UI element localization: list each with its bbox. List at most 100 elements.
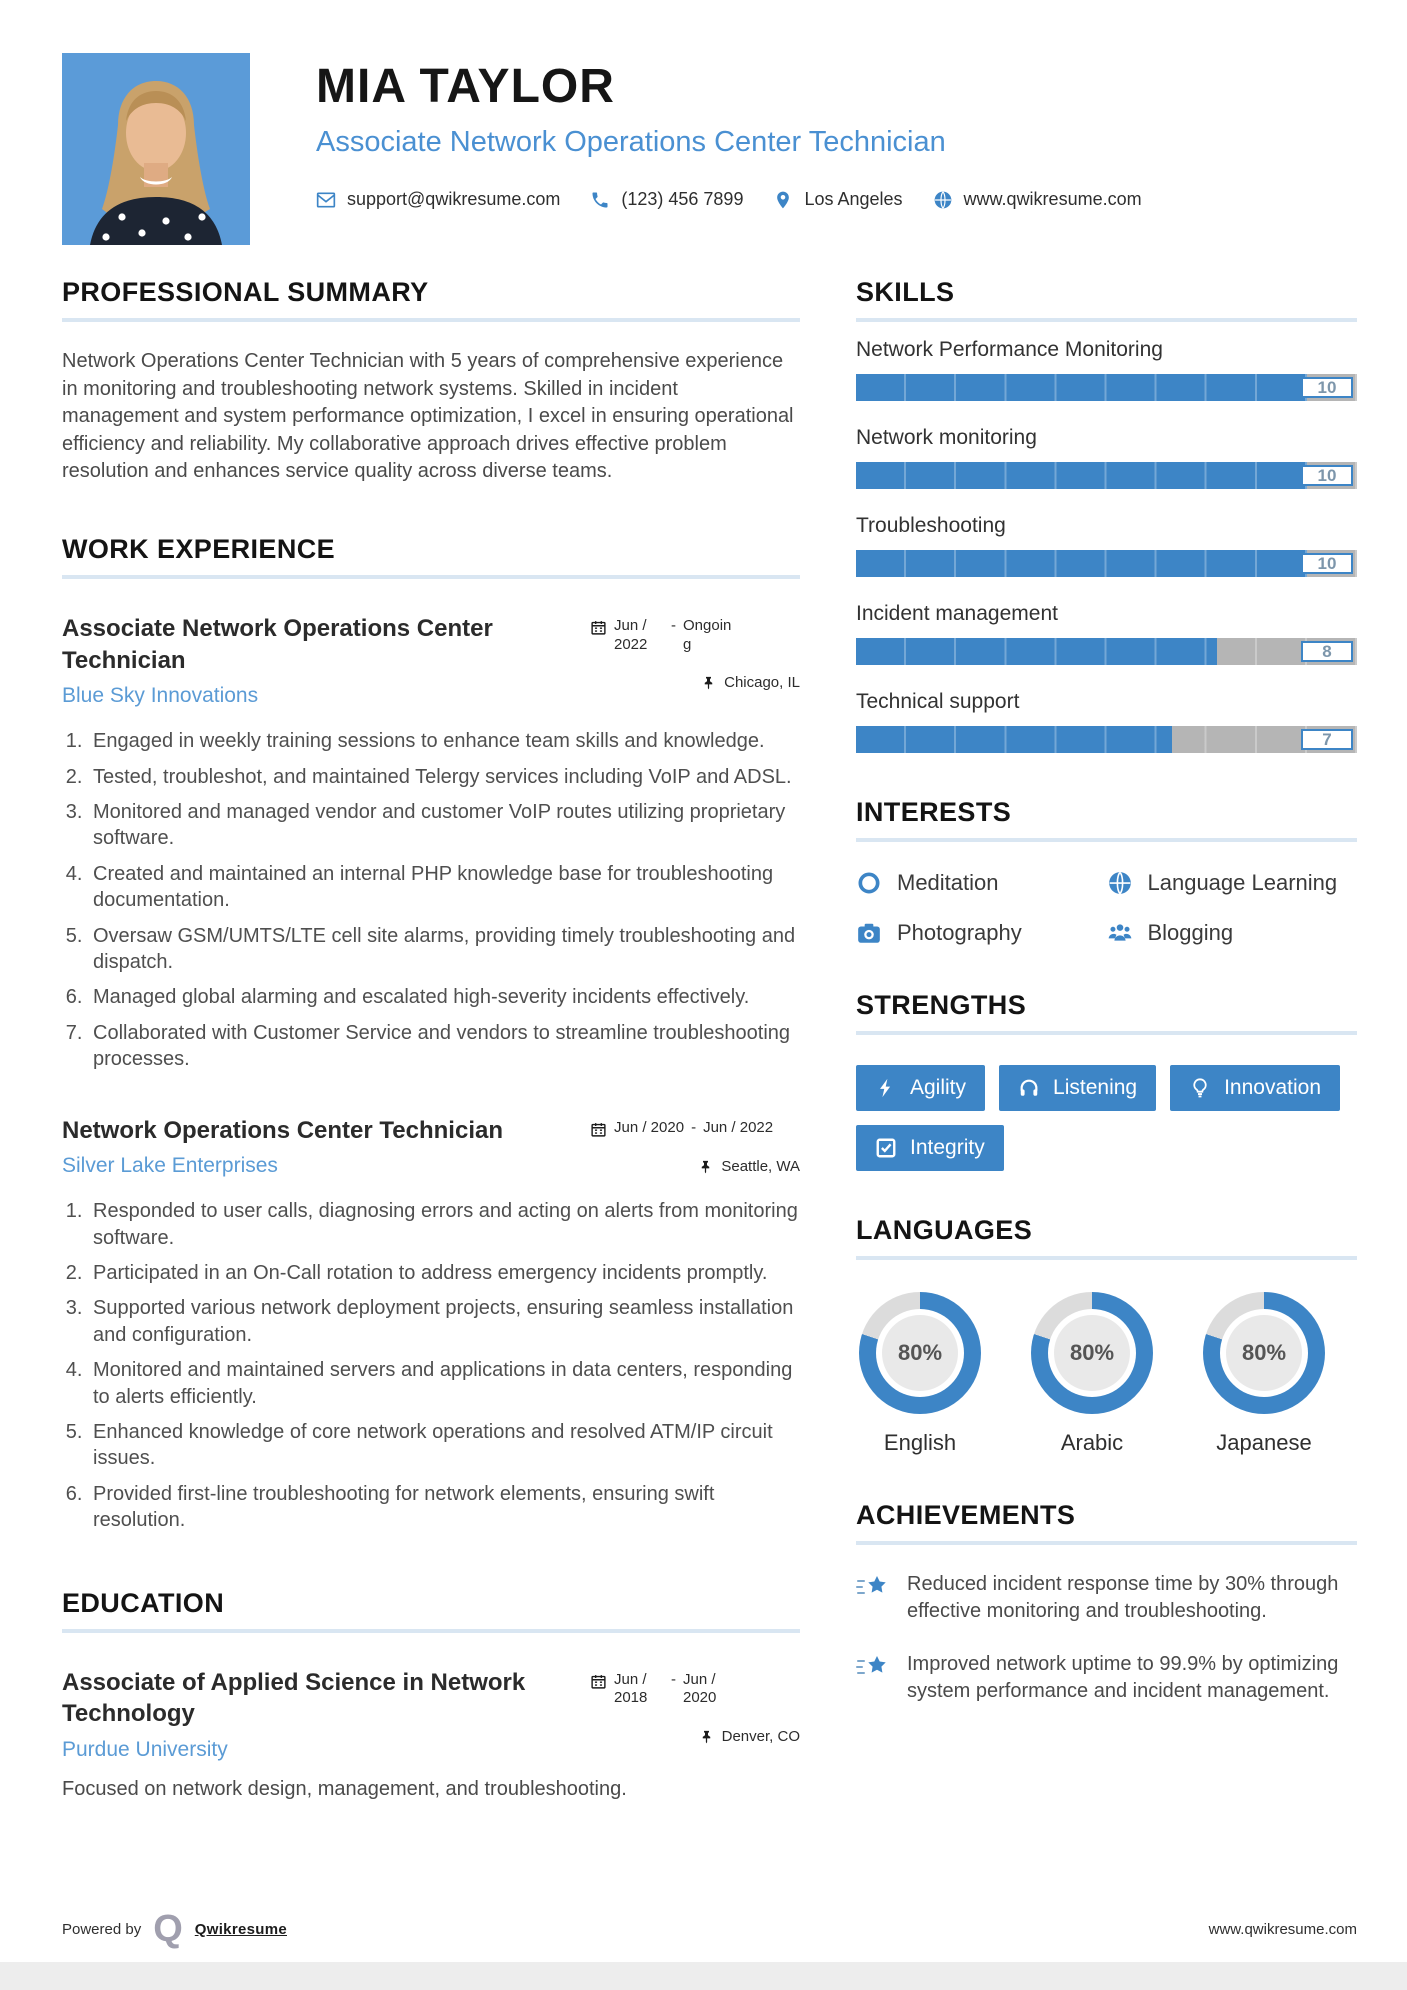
- header-text: MIA TAYLOR Associate Network Operations …: [316, 53, 1142, 245]
- bolt-icon: [880, 1078, 891, 1098]
- globe-icon: [1108, 871, 1131, 895]
- language-item: 80% English: [856, 1292, 984, 1456]
- language-label: Arabic: [1060, 1430, 1124, 1455]
- skill-label: Network monitoring: [856, 426, 1037, 449]
- shooting-star-icon: [856, 1576, 886, 1594]
- education-location-label: Denver, CO: [721, 1728, 800, 1746]
- person-name: MIA TAYLOR: [316, 60, 615, 113]
- skill-bar-fill: [856, 726, 1172, 753]
- qwikresume-brand-link[interactable]: Qwikresume: [194, 1920, 287, 1938]
- skill-row: Troubleshooting 10: [856, 514, 1357, 577]
- footer-website-link[interactable]: www.qwikresume.com: [1208, 1920, 1357, 1938]
- interest-item: Language Learning: [1107, 870, 1358, 896]
- interest-label: Meditation: [897, 870, 999, 895]
- job-location: Chicago, IL: [590, 674, 800, 691]
- strength-label: Integrity: [910, 1136, 985, 1159]
- section-professional-summary: PROFESSIONAL SUMMARY Network Operations …: [62, 277, 800, 486]
- strength-chip: Integrity: [856, 1125, 1004, 1171]
- contact-email[interactable]: support@qwikresume.com: [316, 189, 560, 210]
- pushpin-icon: [704, 677, 713, 690]
- section-work-experience: WORK EXPERIENCE Associate Network Operat…: [62, 534, 800, 1534]
- section-divider: [856, 1256, 1357, 1260]
- summary-text: Network Operations Center Technician wit…: [62, 350, 794, 483]
- skill-bar-fill: [856, 550, 1307, 577]
- contact-website[interactable]: www.qwikresume.com: [933, 189, 1142, 210]
- language-percent: 80%: [1226, 1315, 1302, 1391]
- section-divider: [62, 318, 800, 322]
- interests-grid: Meditation Language Learning Photography…: [856, 870, 1357, 946]
- education-entry: Associate of Applied Science in Network …: [62, 1667, 800, 1801]
- calendar-icon: [591, 1122, 606, 1137]
- job-bullet: Created and maintained an internal PHP k…: [88, 861, 800, 914]
- date-dash: -: [671, 616, 676, 634]
- phone-icon: [592, 192, 608, 207]
- job-location-label: Chicago, IL: [724, 674, 800, 692]
- powered-by-label: Powered by: [62, 1920, 142, 1938]
- section-divider: [856, 318, 1357, 322]
- job-bullet: Tested, troubleshot, and maintained Tele…: [88, 764, 800, 790]
- calendar-icon: [591, 621, 606, 635]
- section-skills: SKILLS Network Performance Monitoring 10…: [856, 277, 1357, 753]
- envelope-icon: [316, 192, 336, 207]
- job-bullets: Engaged in weekly training sessions to e…: [88, 728, 800, 1072]
- section-interests: INTERESTS Meditation Language Learning P…: [856, 797, 1357, 946]
- section-divider: [856, 1031, 1357, 1035]
- job-bullet: Engaged in weekly training sessions to e…: [88, 728, 800, 754]
- right-column: SKILLS Network Performance Monitoring 10…: [856, 277, 1357, 1801]
- language-item: 80% Japanese: [1200, 1292, 1328, 1456]
- language-donut-chart: 80%: [1203, 1292, 1325, 1414]
- section-divider: [856, 1541, 1357, 1545]
- skill-bar: 10: [856, 374, 1357, 401]
- education-date-end: Jun / 2020: [683, 1670, 717, 1707]
- achievements-heading: ACHIEVEMENTS: [856, 1500, 1076, 1530]
- education-date-start: Jun / 2018: [614, 1670, 648, 1707]
- job-meta: Jun / 2020- Jun / 2022 Seattle, WA: [590, 1115, 800, 1179]
- contact-location: Los Angeles: [773, 189, 903, 210]
- achievement-item: Reduced incident response time by 30% th…: [856, 1571, 1357, 1625]
- job-bullet: Responded to user calls, diagnosing erro…: [88, 1198, 800, 1251]
- job-entry: Associate Network Operations Center Tech…: [62, 613, 800, 1073]
- job-date-end: Ongoing: [683, 616, 732, 653]
- skill-label: Troubleshooting: [856, 514, 1006, 537]
- job-bullet: Managed global alarming and escalated hi…: [88, 984, 800, 1010]
- date-dash: -: [671, 1670, 676, 1688]
- skill-label: Incident management: [856, 602, 1058, 625]
- section-divider: [856, 838, 1357, 842]
- profile-photo: [62, 53, 250, 245]
- pushpin-icon: [702, 1160, 710, 1173]
- person-title: Associate Network Operations Center Tech…: [316, 126, 946, 158]
- job-bullet: Collaborated with Customer Service and v…: [88, 1020, 800, 1073]
- skill-value: 7: [1301, 729, 1353, 750]
- contact-phone: (123) 456 7899: [590, 189, 743, 210]
- skill-value: 10: [1301, 553, 1353, 574]
- achievement-text: Improved network uptime to 99.9% by opti…: [907, 1653, 1339, 1702]
- users-icon: [1108, 924, 1131, 941]
- contact-location-label: Los Angeles: [804, 189, 903, 209]
- education-dates: Jun / 2018 - Jun / 2020: [590, 1671, 800, 1709]
- strength-label: Agility: [910, 1076, 967, 1099]
- camera-icon: [858, 923, 880, 943]
- job-bullet: Oversaw GSM/UMTS/LTE cell site alarms, p…: [88, 923, 800, 976]
- skill-bar-fill: [856, 462, 1307, 489]
- work-heading: WORK EXPERIENCE: [62, 533, 336, 564]
- calendar-icon: [591, 1674, 606, 1689]
- languages-heading: LANGUAGES: [856, 1215, 1033, 1245]
- qwikresume-logo-icon: Q: [153, 1908, 183, 1950]
- language-percent: 80%: [882, 1315, 958, 1391]
- check-square-icon: [876, 1138, 896, 1158]
- languages-row: 80% English 80% Arabic 80%: [856, 1292, 1357, 1456]
- shooting-star-icon: [856, 1656, 886, 1674]
- strength-chip: Agility: [856, 1065, 986, 1111]
- strength-chip: Listening: [999, 1065, 1157, 1111]
- ring-icon: [858, 872, 880, 894]
- globe-icon: [934, 190, 951, 209]
- language-label: Japanese: [1216, 1430, 1312, 1455]
- interest-label: Language Learning: [1147, 870, 1338, 895]
- headphones-icon: [1020, 1079, 1038, 1096]
- strengths-heading: STRENGTHS: [856, 990, 1027, 1020]
- skills-heading: SKILLS: [856, 277, 955, 307]
- header: MIA TAYLOR Associate Network Operations …: [0, 0, 1407, 245]
- left-column: PROFESSIONAL SUMMARY Network Operations …: [62, 277, 800, 1801]
- skill-bar: 7: [856, 726, 1357, 753]
